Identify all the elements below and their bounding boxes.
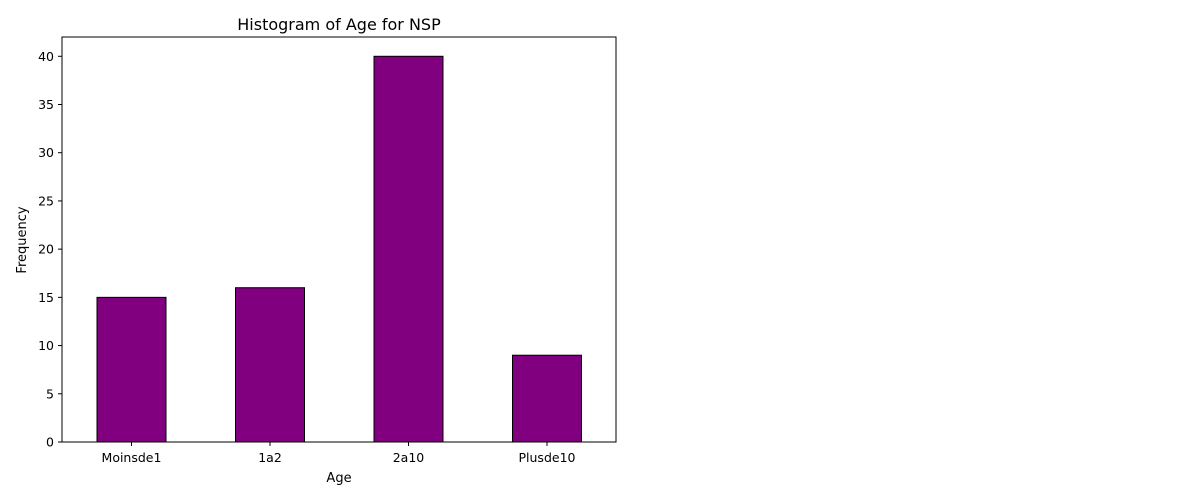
chart-title: Histogram of Age for NSP (237, 15, 441, 34)
x-axis-ticks: Moinsde1 1a2 2a10 Plusde10 (102, 442, 576, 465)
y-tick-label: 15 (38, 290, 54, 305)
y-tick-label: 0 (46, 435, 54, 450)
y-axis-ticks: 0 5 10 15 20 25 30 35 40 (38, 49, 62, 450)
y-tick-label: 40 (38, 49, 54, 64)
bar-1a2 (235, 287, 305, 443)
bar-Moinsde1 (96, 296, 167, 443)
y-tick-label: 10 (38, 338, 54, 353)
bars-group (96, 55, 582, 443)
bar-Plusde10 (512, 354, 582, 443)
y-tick-label: 30 (38, 145, 54, 160)
bar-2a10 (373, 55, 444, 443)
x-tick-label: Moinsde1 (102, 450, 162, 465)
plot-frame (61, 36, 617, 443)
y-tick-label: 20 (38, 242, 54, 257)
x-tick-label: 1a2 (258, 450, 282, 465)
x-tick-label: 2a10 (393, 450, 425, 465)
y-tick-label: 5 (46, 386, 54, 401)
y-tick-label: 35 (38, 97, 54, 112)
y-axis-label: Frequency (15, 206, 30, 273)
x-axis-label: Age (326, 471, 351, 486)
x-tick-label: Plusde10 (519, 450, 576, 465)
y-tick-label: 25 (38, 193, 54, 208)
